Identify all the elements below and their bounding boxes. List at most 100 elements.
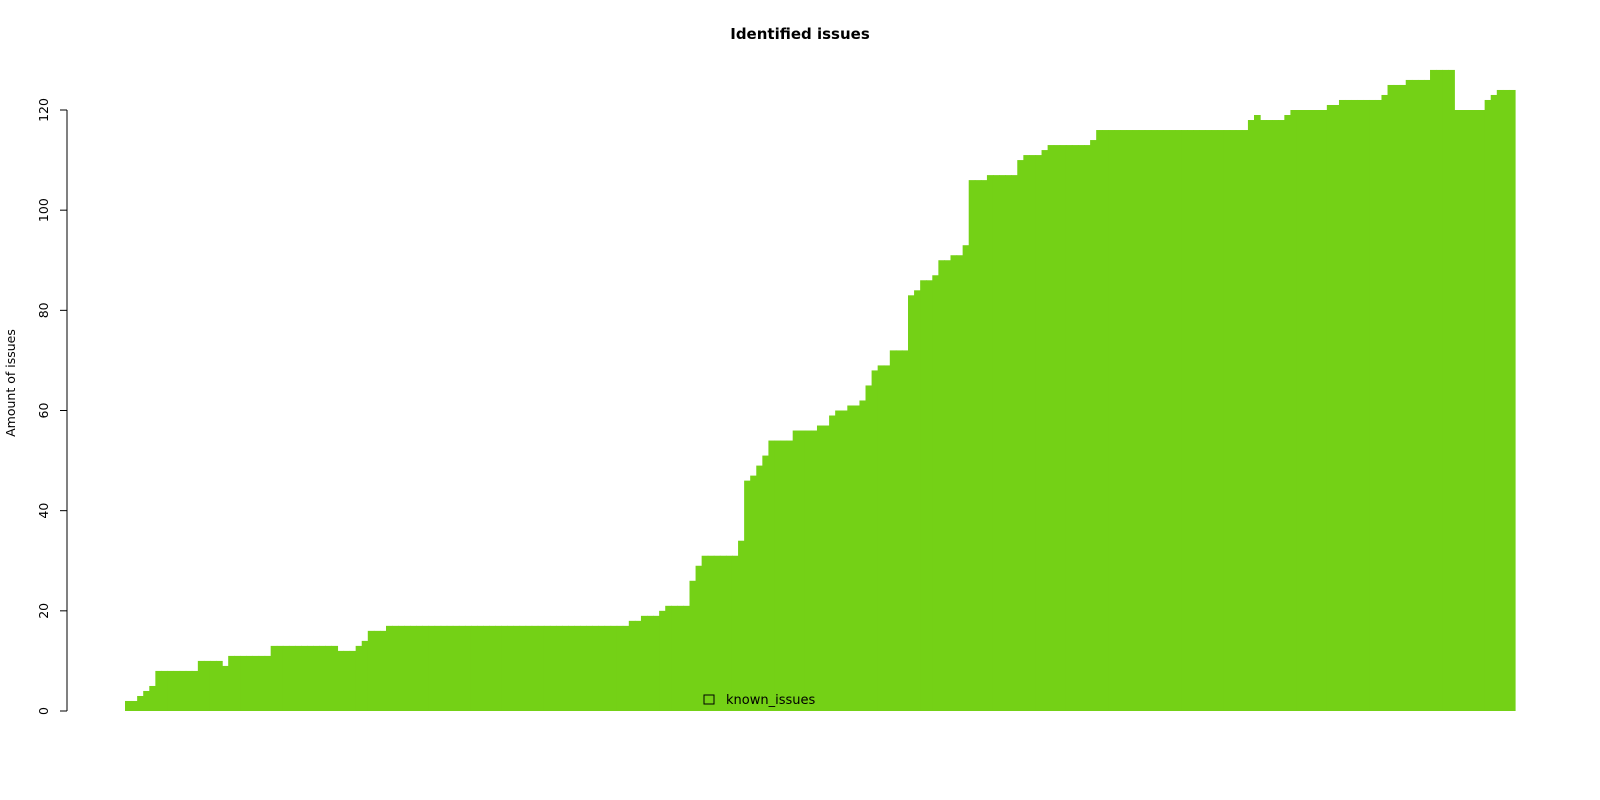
y-tick-label: 40 (36, 503, 51, 519)
area-step (798, 430, 806, 711)
area-step (155, 670, 163, 711)
area-step (847, 405, 854, 711)
area-step (1326, 104, 1334, 712)
area-step (1320, 110, 1328, 711)
area-step (179, 670, 187, 711)
area-step (434, 625, 442, 711)
area-step (841, 410, 848, 711)
legend-label-known-issues: known_issues (726, 693, 815, 708)
area-step (428, 625, 436, 711)
area-step (513, 625, 521, 711)
area-step (440, 625, 448, 711)
area-series-known-issues (125, 69, 1516, 712)
area-step (774, 440, 782, 711)
area-step (270, 645, 278, 711)
area-step (562, 625, 569, 711)
area-step (234, 655, 241, 711)
area-step (920, 280, 927, 711)
area-step (1351, 99, 1358, 712)
area-step (191, 670, 199, 711)
area-step (1278, 120, 1285, 711)
area-step (1363, 99, 1370, 712)
area-step (1138, 130, 1146, 711)
area-step (1448, 69, 1455, 712)
area-step (422, 625, 430, 711)
area-step (877, 365, 885, 711)
area-step (901, 350, 909, 711)
area-step (992, 175, 1000, 712)
area-step (792, 430, 800, 711)
area-step (495, 625, 502, 711)
area-step (859, 400, 867, 711)
area-step (1357, 99, 1364, 712)
area-step (464, 625, 472, 711)
area-step (659, 610, 666, 711)
area-step (592, 625, 600, 711)
area-step (1096, 130, 1103, 711)
area-step (1023, 155, 1031, 711)
area-step (1011, 175, 1018, 712)
area-step (537, 625, 545, 711)
area-step (167, 670, 175, 711)
area-step (580, 625, 587, 711)
legend-swatch-known-issues (703, 694, 715, 705)
area-step (1484, 99, 1492, 712)
area-step (1241, 130, 1249, 711)
area-step (968, 180, 976, 711)
area-step (507, 625, 515, 711)
area-step (738, 540, 745, 711)
area-step (786, 440, 794, 711)
area-step (1460, 110, 1468, 711)
area-step (962, 245, 970, 711)
area-step (1423, 79, 1431, 711)
area-step (343, 650, 351, 711)
area-step (1399, 84, 1407, 711)
area-step (555, 625, 563, 711)
area-step (373, 630, 381, 711)
area-step (1338, 99, 1346, 712)
area-step (1114, 130, 1122, 711)
area-step (926, 280, 933, 711)
area-step (355, 645, 363, 711)
area-step (1193, 130, 1200, 711)
area-step (823, 425, 830, 711)
area-step (246, 655, 254, 711)
area-step (1035, 155, 1043, 711)
area-step (610, 625, 618, 711)
area-step (780, 440, 788, 711)
area-step (1187, 130, 1194, 711)
area-step (1508, 89, 1516, 712)
area-step (1156, 130, 1164, 711)
area-step (1314, 110, 1322, 711)
area-step (932, 275, 939, 711)
area-step (276, 645, 284, 711)
area-step (1417, 79, 1425, 711)
y-tick-label: 120 (36, 98, 51, 122)
area-step (889, 350, 897, 711)
area-step (1260, 120, 1267, 711)
area-step (816, 425, 824, 711)
area-step (829, 415, 836, 711)
area-step (756, 465, 763, 711)
area-step (1332, 104, 1340, 712)
area-step (944, 260, 952, 711)
area-step (149, 685, 156, 711)
area-step (1144, 130, 1152, 711)
area-step (1411, 79, 1419, 711)
area-step (1308, 110, 1316, 711)
area-step (1272, 120, 1279, 711)
area-step (1290, 110, 1298, 711)
area-step (209, 660, 217, 711)
area-step (574, 625, 581, 711)
area-step (1436, 69, 1443, 712)
area-step (398, 625, 405, 711)
area-step (719, 555, 727, 711)
y-tick-label: 60 (36, 403, 51, 419)
area-step (1302, 110, 1310, 711)
area-step (1211, 130, 1219, 711)
area-step (1430, 69, 1437, 712)
area-step (1393, 84, 1401, 711)
area-step (895, 350, 903, 711)
area-step (282, 645, 290, 711)
